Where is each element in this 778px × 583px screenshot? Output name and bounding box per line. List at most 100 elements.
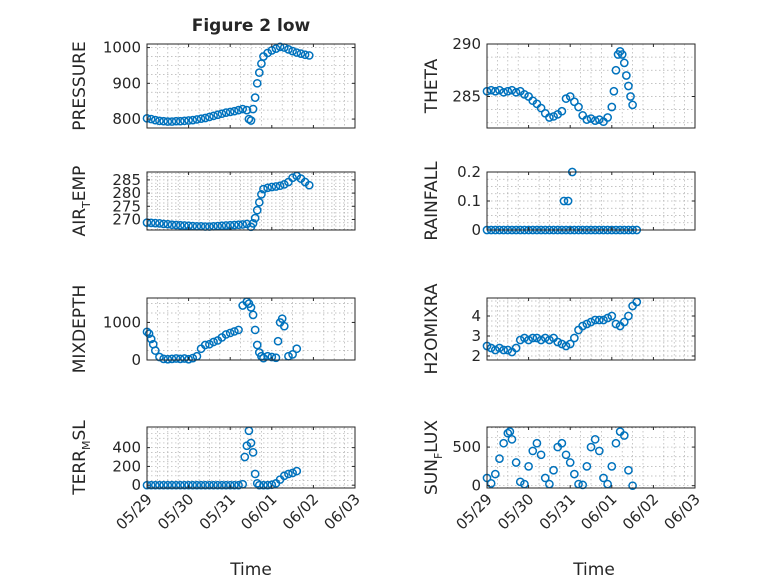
data-point	[288, 173, 297, 183]
y-tick-label: 0	[131, 476, 141, 494]
subplot-5: 0 1000 MIXDEPTH	[70, 285, 356, 374]
y-tick-label: 200	[112, 457, 141, 475]
data-point	[490, 86, 500, 96]
data-point	[490, 469, 500, 479]
data-point	[180, 221, 189, 230]
y-tick-label: 290	[452, 35, 481, 53]
data-point	[205, 112, 214, 122]
data-point	[163, 117, 173, 126]
y-axis-label: PRESSURE	[70, 41, 90, 130]
data-point	[150, 480, 160, 490]
subplot-6: 2 3 4 H2OMIXRA	[422, 283, 696, 375]
y-axis-label: RAINFALL	[422, 161, 442, 241]
data-point	[175, 116, 185, 126]
data-point	[267, 352, 277, 362]
data-point	[209, 480, 218, 490]
data-point	[486, 479, 496, 488]
data-point	[234, 325, 243, 335]
data-point	[175, 354, 185, 364]
data-point	[292, 344, 302, 354]
data-point	[288, 468, 297, 478]
data-point	[146, 218, 156, 228]
data-point	[184, 116, 193, 125]
data-point	[528, 333, 538, 343]
data-point	[561, 94, 571, 103]
data-point	[150, 218, 160, 228]
data-point	[619, 431, 629, 440]
data-point	[557, 106, 567, 116]
data-point	[578, 321, 588, 331]
data-point	[171, 116, 181, 126]
data-point	[188, 353, 198, 363]
y-tick-label: 400	[112, 439, 141, 457]
data-point	[624, 311, 633, 321]
data-point	[304, 51, 314, 60]
data-point	[578, 480, 588, 490]
data-point	[200, 340, 210, 350]
data-point	[536, 103, 546, 113]
y-tick-label: 270	[112, 210, 141, 228]
data-point	[230, 106, 239, 116]
data-point	[155, 116, 164, 126]
data-point	[557, 438, 567, 448]
data-point	[617, 50, 627, 59]
data-point	[570, 97, 579, 107]
data-point	[540, 473, 550, 483]
data-point	[209, 111, 218, 121]
y-tick-label: 0.2	[457, 163, 481, 181]
data-point	[499, 438, 508, 448]
data-point	[532, 333, 542, 343]
data-point	[503, 345, 513, 355]
data-point	[248, 310, 258, 320]
data-point	[296, 49, 306, 59]
y-axis-label: THETA	[422, 58, 442, 114]
y-axis-label: SUNFLUX	[422, 420, 445, 495]
data-point	[150, 115, 160, 125]
data-point	[246, 438, 256, 448]
data-point	[594, 115, 604, 124]
data-point	[549, 112, 558, 121]
y-tick-label: 1000	[103, 313, 141, 331]
subplot-4: 0 0.1 0.2 RAINFALL	[422, 161, 696, 241]
data-point	[192, 480, 202, 490]
data-point	[159, 219, 168, 229]
data-point	[499, 87, 508, 97]
data-point	[192, 115, 202, 124]
y-axis-label: MIXDEPTH	[70, 285, 90, 374]
data-point	[254, 480, 264, 490]
data-point	[511, 87, 521, 97]
data-point	[532, 438, 542, 448]
data-point	[582, 115, 592, 124]
data-point	[611, 65, 621, 75]
data-point	[520, 90, 529, 99]
data-point	[171, 220, 181, 230]
data-point	[217, 221, 227, 231]
data-point	[146, 334, 156, 344]
plot-area	[487, 298, 695, 360]
y-tick-label: 280	[112, 184, 141, 202]
data-point	[180, 480, 189, 490]
data-point	[499, 345, 508, 355]
data-point	[217, 480, 227, 490]
data-point	[536, 450, 546, 460]
figure-title: Figure 2 low	[192, 16, 311, 36]
data-point	[590, 435, 600, 444]
data-point	[225, 480, 235, 490]
y-tick-label: 3	[471, 327, 481, 345]
data-point	[273, 336, 283, 346]
data-point	[234, 220, 243, 230]
data-point	[603, 113, 612, 122]
data-point	[607, 462, 617, 471]
data-point	[279, 321, 289, 331]
axis-box	[486, 297, 696, 361]
data-point	[536, 335, 546, 345]
data-point	[246, 116, 256, 125]
data-point	[599, 315, 608, 325]
data-point	[234, 480, 243, 490]
data-point	[205, 480, 214, 490]
data-point	[175, 220, 185, 230]
data-point	[217, 109, 227, 119]
xlabel-right: Time	[572, 560, 615, 580]
subplot-2: 285 290 THETA	[422, 35, 696, 129]
